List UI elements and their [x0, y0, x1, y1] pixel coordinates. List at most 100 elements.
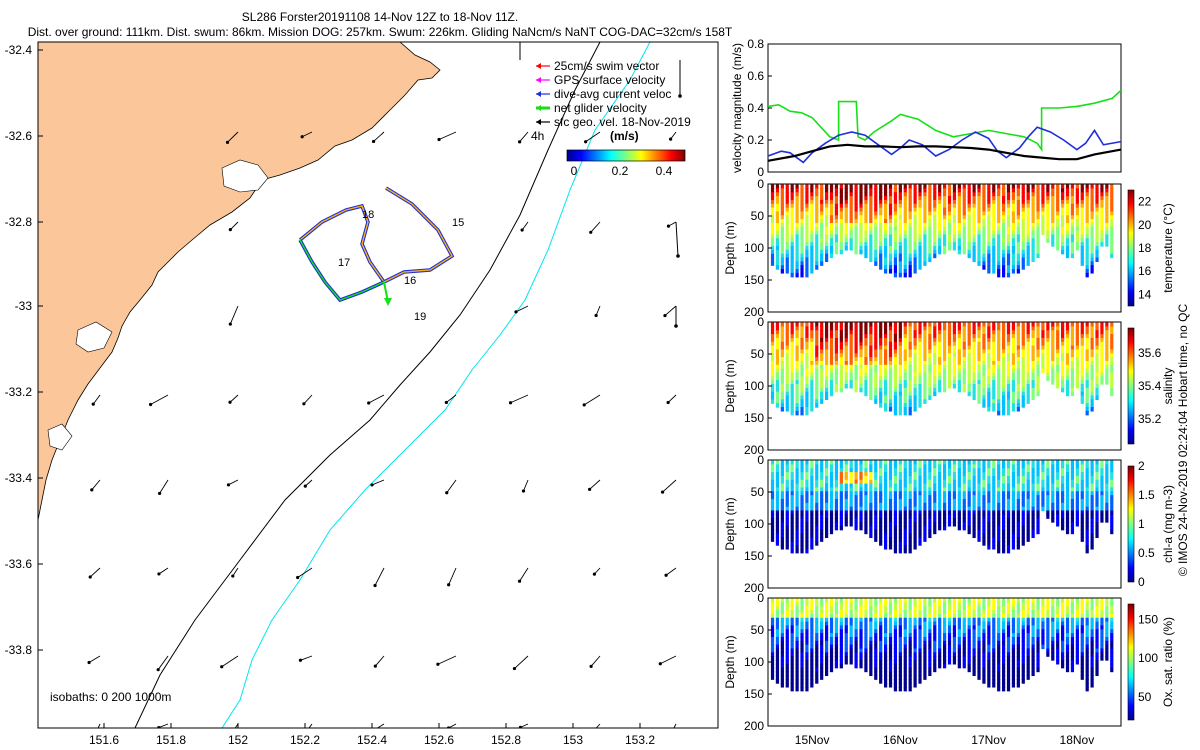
depth-tick: 0 — [757, 453, 764, 467]
map-y-tick: -33.6 — [5, 557, 33, 571]
map-y-tick: -33.4 — [5, 471, 33, 485]
depth-tick: 200 — [744, 581, 764, 595]
map-x-tick: 153.2 — [625, 733, 655, 747]
cbar-tick-04: 0.4 — [656, 164, 673, 178]
depth-tick: 50 — [751, 485, 765, 499]
colorbar-label: chl-a (mg m-3) — [1161, 485, 1175, 563]
map-panel: 18 15 17 16 19 -32.4 -32.6 -32.8 -33 -33.2 -3… — [5, 41, 719, 747]
cbar-tick: 35.4 — [1138, 379, 1162, 393]
cbar-tick: 100 — [1138, 651, 1158, 665]
depth-ylabel: Depth (m) — [723, 221, 737, 274]
velocity-series-0 — [767, 89, 1122, 153]
velocity-y-tick: 0.8 — [747, 37, 764, 51]
cbar-tick: 1 — [1138, 517, 1145, 531]
map-x-tick: 153 — [563, 733, 583, 747]
profile-colorbar — [1127, 465, 1135, 583]
cbar-tick-0: 0 — [571, 164, 578, 178]
cbar-tick: 16 — [1138, 264, 1152, 278]
surface-velocity-arrows — [87, 42, 682, 728]
profile-colorbar — [1127, 603, 1135, 721]
depth-tick: 200 — [744, 305, 764, 319]
figure-title-line2: Dist. over ground: 111km. Dist. swum: 86… — [27, 25, 733, 39]
colorbar-label: salinity — [1161, 368, 1175, 405]
map-y-tick: -33.8 — [5, 643, 33, 657]
depth-tick: 150 — [744, 687, 764, 701]
colorbar-label: Ox. sat. ratio (%) — [1161, 617, 1175, 707]
coastline-land — [38, 42, 441, 521]
velocity-panel: 0 0.2 0.4 0.6 0.8 velocity magnitude (m/s) — [730, 37, 1122, 179]
profile-colorbar — [1127, 189, 1135, 307]
cbar-tick: 0.5 — [1138, 546, 1155, 560]
depth-tick: 100 — [744, 517, 764, 531]
time-tick: 17Nov — [971, 733, 1006, 747]
profile-panel-2: 0 50 100 150 200 Depth (m) 2 1.5 1 0.5 0 chl-a (mg … — [723, 453, 1175, 595]
map-x-tick: 152.6 — [424, 733, 454, 747]
map-x-tick: 152.2 — [290, 733, 320, 747]
legend-entry: 25cm/s swim vector — [554, 59, 659, 73]
cbar-tick: 50 — [1138, 690, 1152, 704]
day-label-18: 18 — [362, 209, 374, 221]
map-y-tick: -32.4 — [5, 43, 33, 57]
cbar-tick: 35.6 — [1138, 346, 1162, 360]
legend-entry: GPS surface velocity — [554, 73, 665, 87]
velocity-ylabel: velocity magnitude (m/s) — [730, 43, 744, 173]
day-label-19: 19 — [414, 311, 426, 323]
legend-entry: sfc geo. vel. 18-Nov-2019 — [554, 115, 691, 129]
velocity-y-tick: 0 — [757, 165, 764, 179]
velocity-series-1 — [767, 126, 1122, 164]
cbar-tick: 150 — [1138, 612, 1158, 626]
cbar-tick: 35.2 — [1138, 412, 1162, 426]
time-tick: 15Nov — [795, 733, 830, 747]
isobath-note: isobaths: 0 200 1000m — [50, 690, 171, 704]
isobath-200m — [134, 42, 601, 728]
depth-tick: 150 — [744, 273, 764, 287]
depth-tick: 0 — [757, 591, 764, 605]
lake-water-2 — [47, 423, 73, 451]
time-axis: 15Nov 16Nov 17Nov 18Nov — [795, 733, 1094, 747]
cbar-tick: 1.5 — [1138, 488, 1155, 502]
map-x-tick: 151.6 — [89, 733, 119, 747]
colorbar-unit: (m/s) — [610, 129, 639, 143]
map-y-tick: -33.2 — [5, 385, 33, 399]
cbar-tick: 2 — [1138, 459, 1145, 473]
map-x-tick: 152.4 — [357, 733, 387, 747]
depth-tick: 50 — [751, 209, 765, 223]
velocity-y-tick: 0.4 — [747, 101, 764, 115]
velocity-y-tick: 0.2 — [747, 133, 764, 147]
day-label-15: 15 — [452, 217, 464, 229]
map-x-tick: 151.8 — [156, 733, 186, 747]
depth-tick: 100 — [744, 379, 764, 393]
map-y-tick: -33 — [15, 299, 33, 313]
depth-ylabel: Depth (m) — [723, 635, 737, 688]
cbar-tick: 0 — [1138, 575, 1145, 589]
cbar-tick: 14 — [1138, 287, 1152, 301]
lake-water — [75, 321, 113, 353]
map-x-tick: 152.8 — [491, 733, 521, 747]
map-y-tick: -32.8 — [5, 215, 33, 229]
legend-entry: net glider velocity — [554, 101, 647, 115]
cbar-tick: 20 — [1138, 218, 1152, 232]
depth-tick: 0 — [757, 177, 764, 191]
colorbar-label: temperature (°C) — [1161, 203, 1175, 293]
depth-ylabel: Depth (m) — [723, 359, 737, 412]
velocity-series-2 — [767, 143, 1122, 162]
figure-title-line1: SL286 Forster20191108 14-Nov 12Z to 18-N… — [241, 10, 519, 24]
depth-tick: 100 — [744, 655, 764, 669]
depth-tick: 200 — [744, 719, 764, 733]
map-x-tick: 152 — [228, 733, 248, 747]
estuary-water — [221, 159, 269, 193]
depth-tick: 50 — [751, 347, 765, 361]
glider-track — [298, 186, 455, 306]
depth-tick: 0 — [757, 315, 764, 329]
profile-panel-0: 0 50 100 150 200 Depth (m) 22 20 18 16 14 temperatu… — [723, 177, 1175, 319]
depth-tick: 150 — [744, 549, 764, 563]
cbar-tick: 22 — [1138, 195, 1152, 209]
cbar-tick-02: 0.2 — [612, 164, 629, 178]
depth-ylabel: Depth (m) — [723, 497, 737, 550]
profile-colorbar — [1127, 327, 1135, 445]
depth-tick: 50 — [751, 623, 765, 637]
time-tick: 16Nov — [883, 733, 918, 747]
